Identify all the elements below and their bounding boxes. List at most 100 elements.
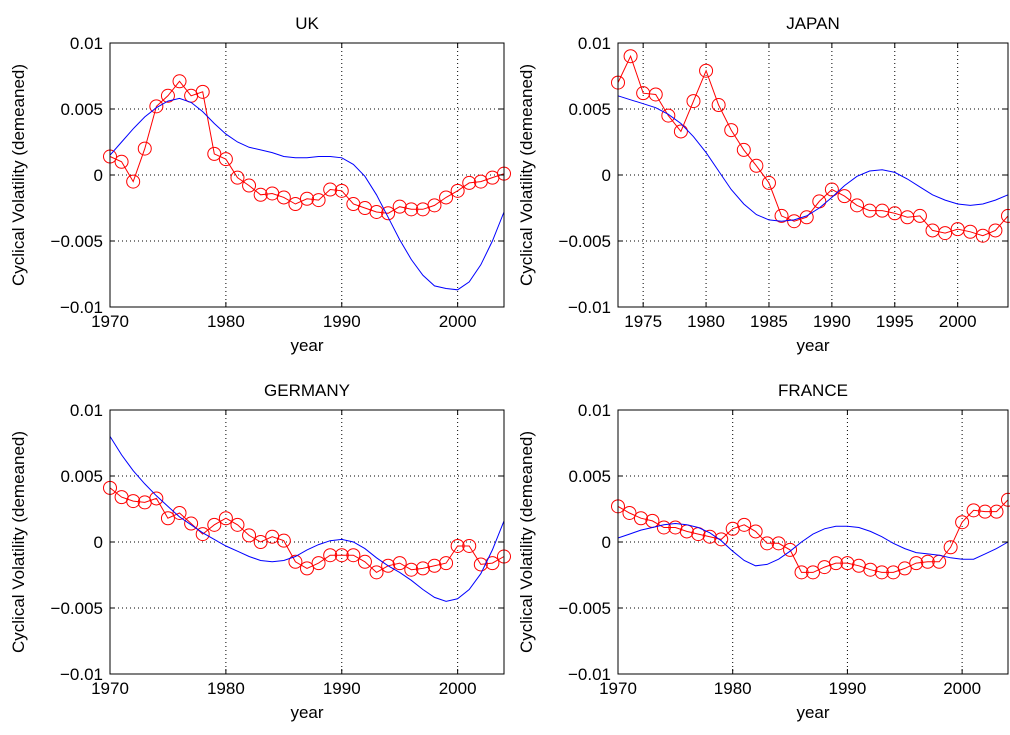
data-point bbox=[988, 223, 1003, 238]
data-point bbox=[253, 535, 268, 549]
data-point bbox=[837, 189, 852, 204]
data-point bbox=[783, 542, 798, 557]
y-axis-label: Cyclical Volatility (demeaned) bbox=[517, 431, 536, 653]
series-line bbox=[617, 522, 1009, 567]
data-point bbox=[288, 554, 303, 569]
y-tick-label: 0.01 bbox=[578, 34, 611, 53]
y-tick-label: 0 bbox=[602, 533, 611, 552]
data-point bbox=[195, 527, 210, 542]
data-point bbox=[648, 87, 663, 102]
y-tick-label: −0.005 bbox=[51, 232, 103, 251]
y-tick-label: 0.005 bbox=[60, 467, 103, 486]
chart-title: JAPAN bbox=[786, 14, 840, 33]
y-tick-label: −0.01 bbox=[568, 665, 611, 684]
y-tick-label: 0.005 bbox=[568, 467, 611, 486]
y-axis-label: Cyclical Volatility (demeaned) bbox=[517, 64, 536, 286]
data-point bbox=[450, 183, 465, 198]
data-point bbox=[253, 187, 268, 202]
data-point bbox=[711, 98, 726, 113]
data-point bbox=[392, 199, 407, 214]
data-point bbox=[323, 182, 338, 197]
x-axis-label: year bbox=[796, 336, 829, 355]
y-tick-label: 0 bbox=[94, 166, 103, 185]
chart-title: UK bbox=[295, 14, 319, 33]
series-line bbox=[617, 95, 1009, 222]
data-point bbox=[714, 532, 729, 547]
data-point bbox=[736, 142, 751, 157]
x-axis-label: year bbox=[796, 703, 829, 722]
data-point bbox=[149, 491, 164, 506]
data-point bbox=[473, 557, 488, 572]
data-point bbox=[300, 561, 314, 576]
data-point bbox=[920, 554, 935, 569]
x-tick-label: 1990 bbox=[828, 679, 866, 698]
x-tick-label: 2000 bbox=[943, 679, 981, 698]
data-point bbox=[462, 538, 477, 553]
data-point bbox=[427, 558, 442, 573]
data-point bbox=[787, 214, 802, 229]
data-point bbox=[439, 556, 454, 571]
data-point bbox=[334, 548, 349, 563]
data-point bbox=[774, 208, 789, 223]
x-tick-label: 1990 bbox=[813, 312, 851, 331]
data-point bbox=[863, 562, 878, 577]
data-point bbox=[218, 152, 233, 167]
data-point bbox=[392, 556, 407, 571]
y-tick-label: 0 bbox=[94, 533, 103, 552]
data-point bbox=[760, 536, 775, 551]
data-point bbox=[975, 228, 990, 243]
y-tick-label: 0.005 bbox=[60, 100, 103, 119]
data-point bbox=[427, 198, 442, 213]
data-point bbox=[242, 178, 257, 193]
data-point bbox=[415, 561, 430, 576]
data-point bbox=[369, 565, 384, 580]
y-tick-label: 0 bbox=[602, 166, 611, 185]
data-point bbox=[381, 206, 396, 221]
data-point bbox=[897, 561, 912, 576]
data-point bbox=[724, 123, 739, 138]
x-tick-label: 1980 bbox=[207, 679, 245, 698]
y-tick-label: 0.01 bbox=[70, 401, 103, 420]
data-point bbox=[850, 198, 865, 213]
y-tick-label: 0.005 bbox=[568, 100, 611, 119]
data-point bbox=[276, 190, 291, 205]
series-line bbox=[109, 487, 505, 574]
data-point bbox=[311, 193, 326, 208]
data-point bbox=[137, 141, 152, 156]
data-point bbox=[771, 536, 786, 551]
data-point bbox=[276, 533, 291, 548]
data-point bbox=[806, 565, 820, 580]
data-point bbox=[230, 170, 245, 185]
y-axis-label: Cyclical Volatility (demeaned) bbox=[9, 64, 28, 286]
data-point bbox=[334, 183, 349, 198]
data-point bbox=[160, 511, 175, 526]
x-tick-label: 2000 bbox=[939, 312, 977, 331]
data-point bbox=[622, 505, 637, 520]
data-point bbox=[346, 548, 361, 563]
x-tick-label: 1995 bbox=[876, 312, 914, 331]
x-tick-label: 2000 bbox=[439, 312, 477, 331]
x-tick-label: 1985 bbox=[750, 312, 788, 331]
x-tick-label: 1990 bbox=[323, 679, 361, 698]
y-tick-label: −0.01 bbox=[60, 298, 103, 317]
data-point bbox=[737, 517, 752, 532]
data-point bbox=[311, 556, 326, 571]
chart-panel: 1970 1980 1990 2000 −0.01 −0.005 0 0.005 0.01 FRA… bbox=[517, 381, 1010, 722]
data-point bbox=[699, 63, 714, 78]
data-point bbox=[195, 84, 210, 99]
data-point bbox=[288, 197, 303, 212]
data-point bbox=[794, 565, 809, 580]
data-point bbox=[874, 565, 889, 580]
data-point bbox=[126, 494, 141, 509]
data-point bbox=[462, 175, 477, 190]
data-point bbox=[686, 94, 701, 109]
data-point bbox=[450, 538, 465, 553]
data-point bbox=[938, 226, 953, 241]
data-point bbox=[207, 517, 222, 532]
data-point bbox=[955, 515, 970, 530]
chart-title: FRANCE bbox=[778, 381, 848, 400]
data-point bbox=[160, 88, 175, 103]
y-tick-label: −0.005 bbox=[559, 232, 611, 251]
data-point bbox=[761, 175, 776, 190]
